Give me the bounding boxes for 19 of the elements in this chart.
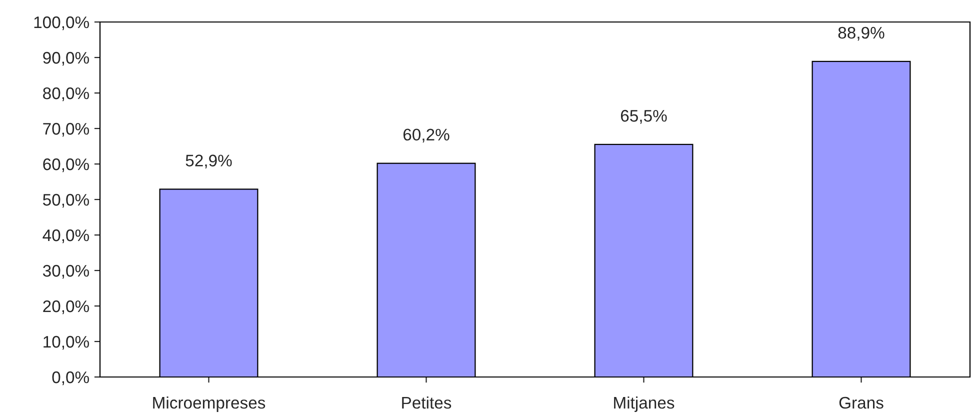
y-tick-label: 40,0%	[42, 229, 89, 244]
x-tick-label: Grans	[839, 396, 884, 409]
data-label: 60,2%	[403, 128, 450, 143]
y-tick-label: 70,0%	[43, 122, 89, 137]
data-label: 52,9%	[186, 154, 232, 168]
y-tick-label: 100,0%	[34, 16, 89, 30]
y-tick-label: 80,0%	[43, 87, 89, 102]
x-tick-label: Mitjanes	[614, 396, 674, 412]
y-tick-label: 50,0%	[42, 194, 89, 208]
x-tick-label: Petites	[402, 396, 452, 409]
y-tick-label: 90,0%	[43, 52, 89, 66]
y-tick-label: 20,0%	[43, 300, 89, 314]
y-tick-label: 0,0%	[52, 371, 89, 386]
data-label: 88,9%	[838, 26, 884, 41]
x-tick-label: Microempreses	[153, 396, 266, 412]
y-tick-label: 10,0%	[44, 336, 89, 350]
data-label: 65,5%	[620, 110, 667, 124]
y-tick-label: 30,0%	[42, 264, 89, 279]
y-tick-label: 60,0%	[43, 158, 89, 172]
